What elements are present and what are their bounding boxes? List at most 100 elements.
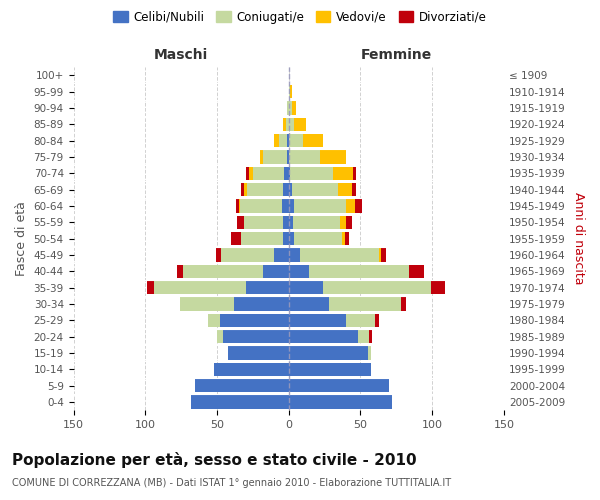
Bar [220, 314, 289, 327]
Bar [289, 85, 290, 98]
Bar [278, 134, 287, 147]
Bar [346, 199, 355, 212]
Text: Popolazione per età, sesso e stato civile - 2010: Popolazione per età, sesso e stato civil… [12, 452, 416, 468]
Bar [289, 379, 389, 392]
Bar [431, 281, 445, 294]
Bar [333, 166, 353, 180]
Bar [295, 118, 306, 131]
Bar [208, 314, 220, 327]
Bar [287, 134, 289, 147]
Bar [214, 362, 289, 376]
Bar [244, 183, 247, 196]
Bar [232, 232, 241, 245]
Bar [215, 248, 221, 262]
Bar [355, 199, 362, 212]
Bar [177, 264, 182, 278]
Bar [353, 166, 356, 180]
Bar [221, 248, 274, 262]
Bar [289, 118, 295, 131]
Bar [274, 248, 289, 262]
Bar [340, 216, 346, 229]
Bar [295, 232, 342, 245]
Bar [289, 264, 309, 278]
Bar [287, 101, 289, 114]
Legend: Celibi/Nubili, Coniugati/e, Vedovi/e, Divorziati/e: Celibi/Nubili, Coniugati/e, Vedovi/e, Di… [109, 6, 491, 28]
Y-axis label: Fasce di età: Fasce di età [15, 201, 28, 276]
Bar [289, 232, 295, 245]
Bar [247, 183, 283, 196]
Bar [289, 101, 292, 114]
Y-axis label: Anni di nascita: Anni di nascita [572, 192, 585, 285]
Bar [241, 232, 283, 245]
Bar [154, 281, 245, 294]
Bar [289, 248, 300, 262]
Bar [309, 264, 409, 278]
Bar [223, 330, 289, 344]
Bar [283, 216, 289, 229]
Bar [358, 330, 369, 344]
Bar [284, 166, 289, 180]
Bar [289, 362, 371, 376]
Bar [289, 298, 329, 310]
Bar [379, 248, 380, 262]
Bar [289, 183, 292, 196]
Bar [191, 396, 289, 409]
Bar [239, 199, 240, 212]
Bar [300, 248, 379, 262]
Bar [179, 298, 234, 310]
Bar [329, 298, 401, 310]
Bar [346, 314, 375, 327]
Bar [286, 118, 289, 131]
Bar [380, 248, 386, 262]
Bar [293, 216, 340, 229]
Text: Femmine: Femmine [361, 48, 432, 62]
Bar [342, 232, 344, 245]
Bar [240, 199, 281, 212]
Bar [248, 166, 253, 180]
Bar [346, 216, 352, 229]
Bar [289, 150, 320, 164]
Bar [292, 183, 338, 196]
Bar [375, 314, 379, 327]
Bar [244, 216, 283, 229]
Bar [245, 281, 289, 294]
Bar [369, 330, 372, 344]
Bar [263, 264, 289, 278]
Bar [368, 346, 371, 360]
Bar [281, 199, 289, 212]
Bar [283, 232, 289, 245]
Text: COMUNE DI CORREZZANA (MB) - Dati ISTAT 1° gennaio 2010 - Elaborazione TUTTITALIA: COMUNE DI CORREZZANA (MB) - Dati ISTAT 1… [12, 478, 451, 488]
Bar [260, 150, 263, 164]
Bar [274, 134, 278, 147]
Bar [237, 216, 244, 229]
Bar [263, 150, 287, 164]
Bar [303, 134, 323, 147]
Bar [146, 281, 154, 294]
Bar [229, 346, 289, 360]
Bar [289, 314, 346, 327]
Bar [289, 199, 295, 212]
Bar [245, 166, 248, 180]
Bar [217, 330, 223, 344]
Bar [401, 298, 406, 310]
Bar [253, 166, 284, 180]
Text: Maschi: Maschi [154, 48, 208, 62]
Bar [289, 134, 303, 147]
Bar [283, 183, 289, 196]
Bar [196, 379, 289, 392]
Bar [241, 183, 244, 196]
Bar [352, 183, 356, 196]
Bar [320, 150, 346, 164]
Bar [236, 199, 239, 212]
Bar [290, 166, 333, 180]
Bar [292, 101, 296, 114]
Bar [289, 281, 323, 294]
Bar [295, 199, 346, 212]
Bar [287, 150, 289, 164]
Bar [338, 183, 352, 196]
Bar [289, 396, 392, 409]
Bar [182, 264, 263, 278]
Bar [289, 216, 293, 229]
Bar [234, 298, 289, 310]
Bar [344, 232, 349, 245]
